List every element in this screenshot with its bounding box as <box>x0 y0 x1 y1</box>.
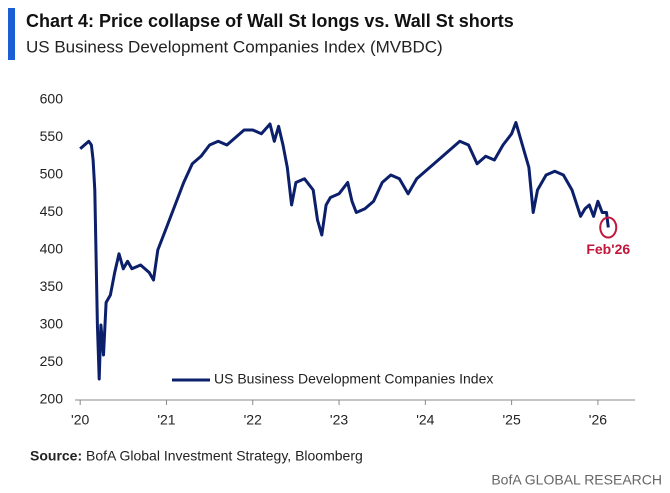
annotation: Feb'26 <box>586 241 630 257</box>
x-tick-label: '23 <box>330 412 348 428</box>
x-tick-label: '26 <box>589 412 607 428</box>
y-tick-label: 200 <box>40 391 64 407</box>
source: BofA Global Investment Strategy, Bloombe… <box>86 448 363 464</box>
x-tick-label: '20 <box>71 412 89 428</box>
y-tick-label: 300 <box>40 316 64 332</box>
legend-label: US Business Development Companies Index <box>214 371 493 387</box>
y-tick-label: 500 <box>40 166 64 182</box>
chart-subtitle: US Business Development Companies Index … <box>26 37 443 56</box>
x-tick-label: '21 <box>157 412 175 428</box>
x-tick-label: '24 <box>416 412 434 428</box>
y-tick-label: 400 <box>40 241 64 257</box>
x-tick-label: '22 <box>244 412 262 428</box>
x-tick-label: '25 <box>502 412 520 428</box>
y-tick-label: 550 <box>40 128 64 144</box>
title-accent <box>8 8 15 60</box>
y-tick-label: 450 <box>40 203 64 219</box>
chart-title: Chart 4: Price collapse of Wall St longs… <box>26 11 514 31</box>
line <box>79 121 610 381</box>
y-tick-label: 600 <box>40 91 64 107</box>
source-label: Source: <box>30 448 82 464</box>
y-tick-label: 350 <box>40 278 64 294</box>
y-tick-label: 250 <box>40 353 64 369</box>
annotation-circle <box>599 216 618 239</box>
footer: BofA GLOBAL RESEARCH <box>491 472 662 488</box>
